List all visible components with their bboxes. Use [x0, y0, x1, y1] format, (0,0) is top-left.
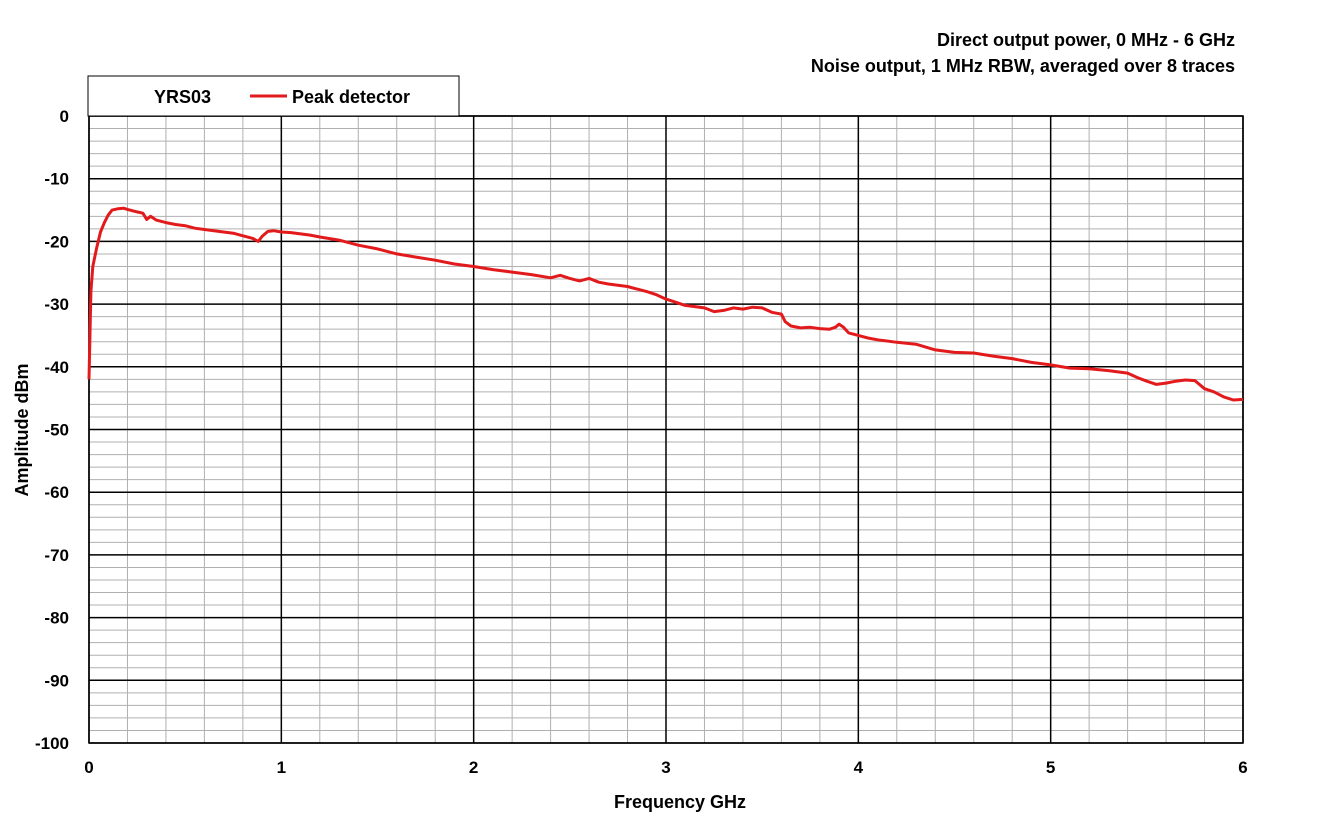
y-tick-label: -20	[44, 232, 69, 251]
chart-title-line-1: Direct output power, 0 MHz - 6 GHz	[937, 30, 1235, 50]
y-tick-label: 0	[60, 107, 69, 126]
x-tick-label: 2	[469, 758, 478, 777]
y-tick-label: -100	[35, 734, 69, 753]
legend: YRS03 Peak detector	[87, 75, 460, 117]
x-tick-label: 3	[661, 758, 670, 777]
y-tick-label: -80	[44, 609, 69, 628]
legend-entry-peak-detector: Peak detector	[292, 87, 410, 107]
series-layer	[87, 206, 1244, 402]
y-axis-title: Amplitude dBm	[12, 364, 32, 497]
y-tick-label: -10	[44, 170, 69, 189]
x-tick-label: 5	[1046, 758, 1055, 777]
legend-label: YRS03	[154, 87, 211, 107]
y-tick-label: -30	[44, 295, 69, 314]
x-axis-title: Frequency GHz	[614, 792, 746, 812]
y-tick-label: -60	[44, 483, 69, 502]
y-tick-label: -70	[44, 546, 69, 565]
x-tick-label: 0	[84, 758, 93, 777]
y-tick-labels: 0 -10 -20 -30 -40 -50 -60 -70 -80 -90 -100	[35, 107, 69, 753]
x-tick-label: 4	[854, 758, 864, 777]
y-tick-label: -40	[44, 358, 69, 377]
x-tick-label: 6	[1238, 758, 1247, 777]
y-tick-label: -90	[44, 671, 69, 690]
y-tick-label: -50	[44, 421, 69, 440]
series-line-peak-detector	[87, 206, 1244, 402]
plot-area-border	[88, 115, 1244, 744]
x-tick-label: 1	[277, 758, 286, 777]
chart-title-line-2: Noise output, 1 MHz RBW, averaged over 8…	[811, 56, 1235, 76]
x-tick-labels: 0 1 2 3 4 5 6	[84, 758, 1247, 777]
